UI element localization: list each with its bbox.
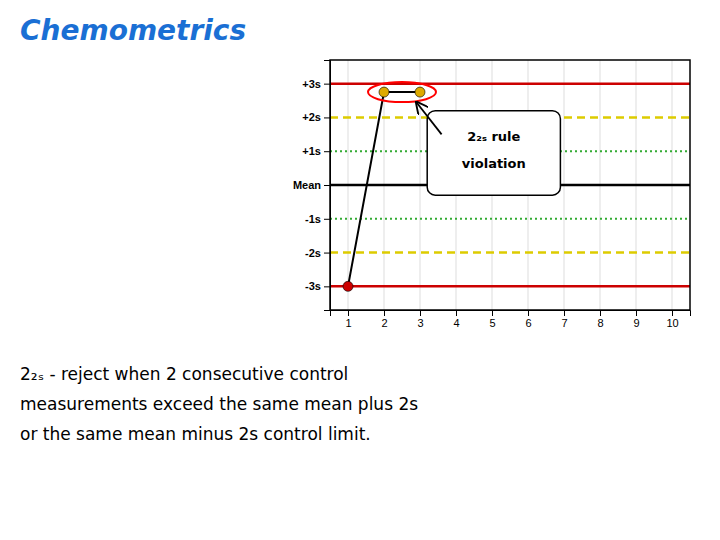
y-tick-label: +3s <box>302 78 321 90</box>
x-tick-mark <box>420 310 421 316</box>
data-point <box>415 87 425 97</box>
x-tick-mark <box>492 310 493 316</box>
x-tick-mark <box>564 310 565 316</box>
x-tick: 2 <box>381 310 387 329</box>
y-tick-mark <box>324 151 330 152</box>
callout-box <box>427 111 560 195</box>
data-line <box>348 92 420 286</box>
y-tick-label: -1s <box>305 213 321 225</box>
y-tick: -1s <box>305 213 330 225</box>
data-point <box>343 281 353 291</box>
y-tick-label: +1s <box>302 145 321 157</box>
x-tick-mark <box>348 310 349 316</box>
y-tick-mark <box>324 117 330 118</box>
callout-text: violation <box>462 156 526 171</box>
y-tick: -2s <box>305 247 330 259</box>
plot-frame <box>330 60 690 310</box>
x-tick-label: 4 <box>453 317 459 329</box>
x-tick-label: 10 <box>666 317 678 329</box>
caption-line: 2₂ₛ - reject when 2 consecutive control <box>20 364 348 384</box>
x-tick-mark <box>384 310 385 316</box>
y-tick-mark <box>324 253 330 254</box>
y-tick: +1s <box>302 145 330 157</box>
x-tick: 1 <box>345 310 351 329</box>
x-tick-mark <box>456 310 457 316</box>
chart: Chemometrics 1 2 3 4 5 6 7 8 9 10 +3s +2s +1s Mean -1s -… <box>0 0 720 540</box>
y-tick: +3s <box>302 78 330 90</box>
reference-line <box>330 285 690 288</box>
x-tick-label: 9 <box>633 317 639 329</box>
x-tick-mark <box>636 310 637 316</box>
x-axis-line <box>331 311 691 317</box>
y-axis-line <box>324 61 331 311</box>
y-tick-mark <box>324 286 330 287</box>
x-tick-label: 2 <box>381 317 387 329</box>
caption: 2₂ₛ - reject when 2 consecutive control m… <box>20 364 418 444</box>
x-tick-label: 6 <box>525 317 531 329</box>
data-point <box>379 87 389 97</box>
x-tick: 5 <box>489 310 495 329</box>
title: Chemometrics <box>20 14 246 47</box>
x-tick-mark <box>528 310 529 316</box>
callout-text: 2₂ₛ rule <box>467 129 520 144</box>
y-tick-mark <box>324 185 330 186</box>
x-tick-label: 5 <box>489 317 495 329</box>
x-tick: 8 <box>597 310 603 329</box>
x-tick-label: 3 <box>417 317 423 329</box>
y-tick-mark <box>324 84 330 85</box>
reference-lines <box>330 84 690 287</box>
annotation: 2₂ₛ rule violation <box>368 82 560 195</box>
x-tick-label: 1 <box>345 317 351 329</box>
y-tick: -3s <box>305 280 330 292</box>
x-tick: 9 <box>633 310 639 329</box>
y-tick: Mean <box>293 179 330 191</box>
reference-line <box>330 218 690 220</box>
x-tick: 10 <box>666 310 678 329</box>
caption-line: measurements exceed the same mean plus 2… <box>20 394 418 414</box>
highlight-ellipse <box>368 82 436 102</box>
y-tick: +2s <box>302 111 330 123</box>
points <box>343 87 425 291</box>
y-tick-label: -2s <box>305 247 321 259</box>
y-tick-label: +2s <box>302 111 321 123</box>
plot-background <box>330 60 690 310</box>
x-tick-mark <box>672 310 673 316</box>
reference-line <box>330 251 690 254</box>
x-tick: 4 <box>453 310 459 329</box>
x-tick: 7 <box>561 310 567 329</box>
callout-arrow <box>416 102 441 134</box>
x-tick: 6 <box>525 310 531 329</box>
x-tick-label: 8 <box>597 317 603 329</box>
y-axis: +3s +2s +1s Mean -1s -2s -3s <box>293 61 331 311</box>
y-tick-label: -3s <box>305 280 321 292</box>
x-tick-mark <box>600 310 601 316</box>
x-axis: 1 2 3 4 5 6 7 8 9 10 <box>331 310 691 329</box>
caption-line: or the same mean minus 2s control limit. <box>20 424 371 444</box>
y-tick-label: Mean <box>293 179 321 191</box>
data-layer <box>330 84 690 292</box>
plot: 1 2 3 4 5 6 7 8 9 10 +3s +2s +1s Mean -1s -2s -3s 2₂ₛ rul… <box>293 60 691 329</box>
y-tick-mark <box>324 219 330 220</box>
x-tick-label: 7 <box>561 317 567 329</box>
x-tick: 3 <box>417 310 423 329</box>
